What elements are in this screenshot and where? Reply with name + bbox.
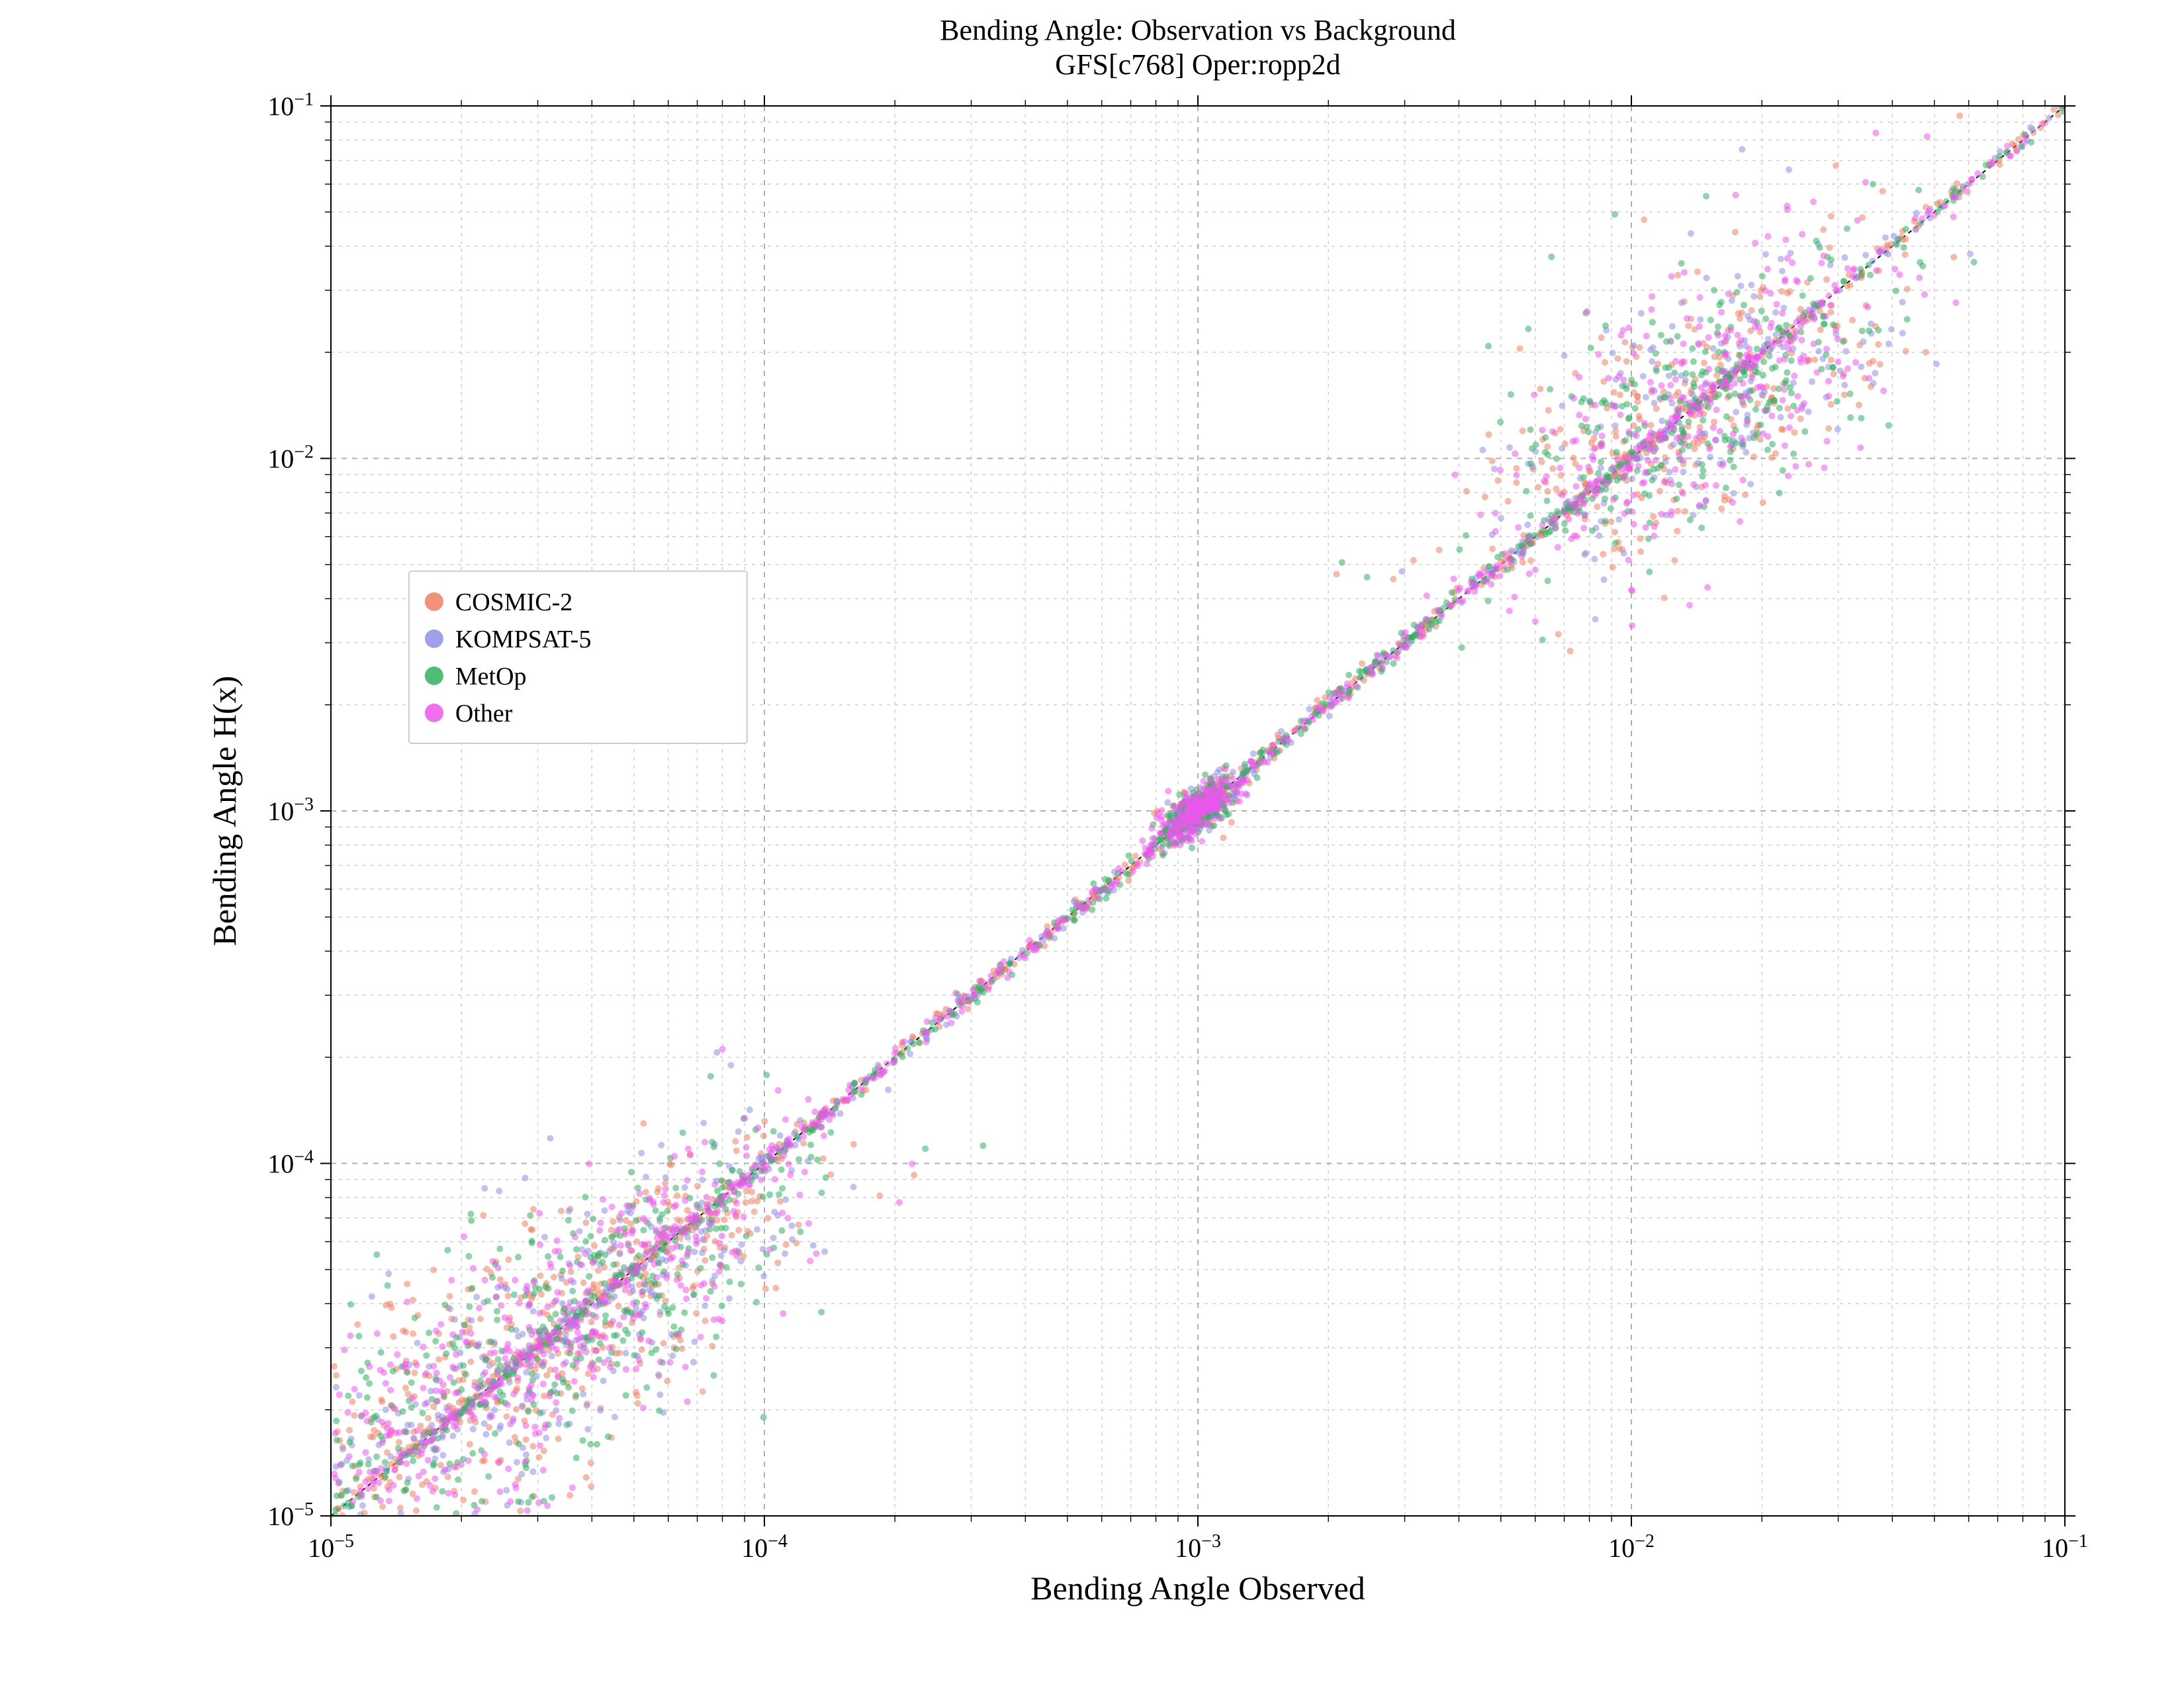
x-tick-label: 10−3 [1175, 1531, 1221, 1564]
legend-label: Other [455, 700, 513, 727]
y-tick-label: 10−4 [267, 1147, 314, 1179]
x-tick-label: 10−5 [308, 1531, 354, 1564]
y-axis-label: Bending Angle H(x) [206, 676, 243, 946]
y-tick-label: 10−1 [267, 89, 314, 122]
chart-title-line1: Bending Angle: Observation vs Background [940, 14, 1456, 46]
legend-label: MetOp [455, 663, 527, 690]
x-tick-label: 10−1 [2042, 1531, 2088, 1564]
figure-container: 10−5 10−4 10−3 10−2 10−1 10−5 10−4 10−3 10−2 10−1… [0, 0, 2184, 1688]
legend-label: KOMPSAT-5 [455, 626, 592, 653]
y-tick-label: 10−3 [267, 794, 314, 827]
chart-svg: 10−5 10−4 10−3 10−2 10−1 10−5 10−4 10−3 10−2 10−1… [0, 0, 2184, 1688]
legend-marker [425, 704, 443, 722]
x-axis-label: Bending Angle Observed [1030, 1570, 1365, 1607]
chart-title-line2: GFS[c768] Oper:ropp2d [1055, 48, 1340, 81]
x-tick-label: 10−2 [1608, 1531, 1655, 1564]
y-tick-label: 10−5 [267, 1499, 314, 1532]
y-tick-label: 10−2 [267, 442, 314, 474]
legend-marker [425, 667, 443, 685]
x-tick-label: 10−4 [741, 1531, 788, 1564]
legend-marker [425, 592, 443, 611]
legend-marker [425, 630, 443, 648]
legend-label: COSMIC-2 [455, 588, 572, 616]
